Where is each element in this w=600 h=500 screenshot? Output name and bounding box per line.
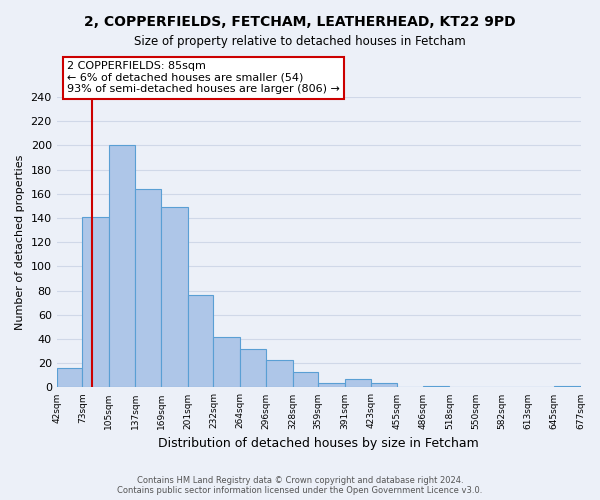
Bar [318, 382, 344, 388]
Bar [188, 296, 214, 388]
Bar [293, 372, 318, 388]
Bar [554, 386, 581, 388]
Bar [109, 146, 135, 388]
Y-axis label: Number of detached properties: Number of detached properties [15, 154, 25, 330]
Bar [135, 189, 161, 388]
Text: Size of property relative to detached houses in Fetcham: Size of property relative to detached ho… [134, 35, 466, 48]
Text: 2 COPPERFIELDS: 85sqm
← 6% of detached houses are smaller (54)
93% of semi-detac: 2 COPPERFIELDS: 85sqm ← 6% of detached h… [67, 61, 340, 94]
Bar [371, 382, 397, 388]
Text: 2, COPPERFIELDS, FETCHAM, LEATHERHEAD, KT22 9PD: 2, COPPERFIELDS, FETCHAM, LEATHERHEAD, K… [84, 15, 516, 29]
Text: Contains HM Land Registry data © Crown copyright and database right 2024.
Contai: Contains HM Land Registry data © Crown c… [118, 476, 482, 495]
Bar [214, 336, 240, 388]
Bar [240, 348, 266, 388]
Bar [266, 360, 293, 388]
Bar [82, 217, 109, 388]
Bar [56, 368, 82, 388]
Bar [161, 207, 188, 388]
Bar [344, 379, 371, 388]
Bar [423, 386, 449, 388]
X-axis label: Distribution of detached houses by size in Fetcham: Distribution of detached houses by size … [158, 437, 479, 450]
